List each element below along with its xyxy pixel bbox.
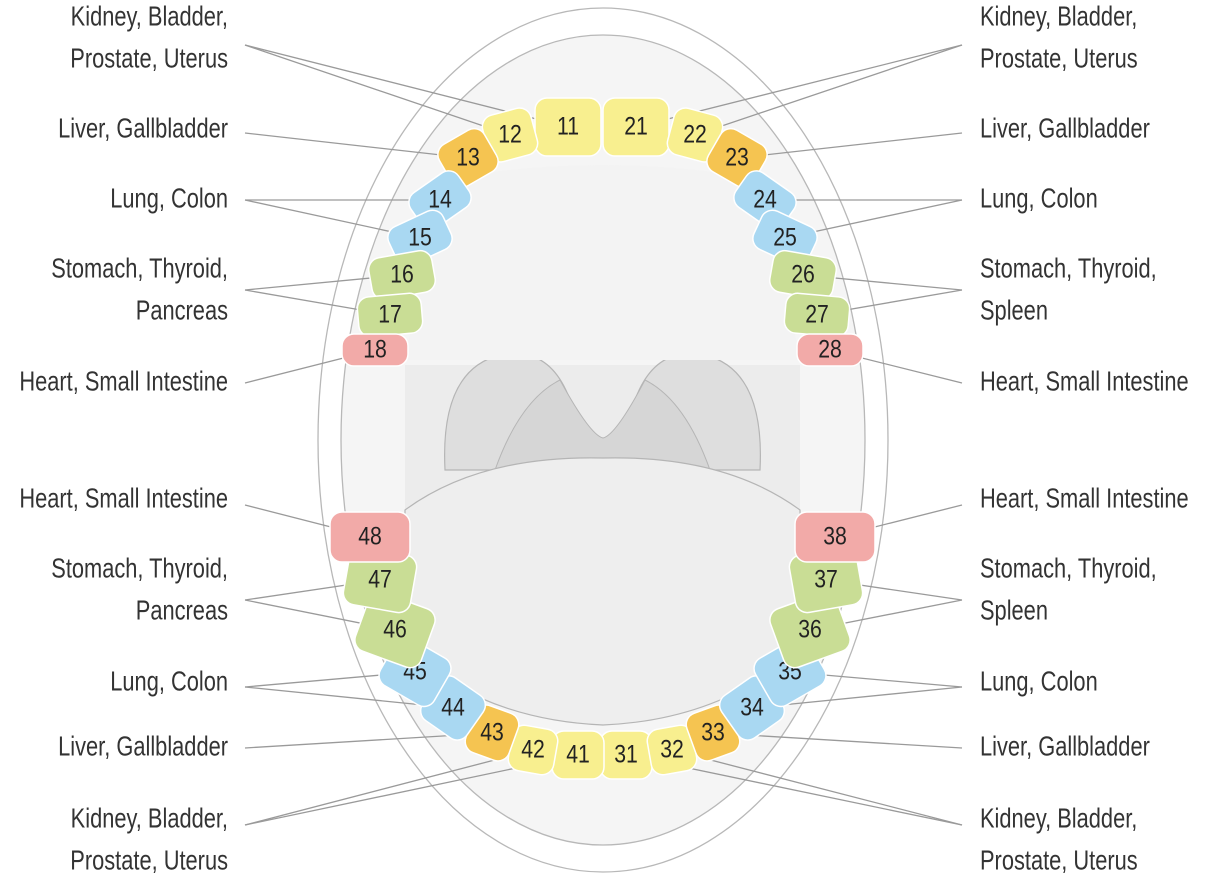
- label-group: Heart, Small Intestine: [19, 483, 228, 514]
- label-line: Stomach, Thyroid,: [980, 553, 1157, 584]
- label-group: Heart, Small Intestine: [980, 483, 1189, 514]
- tooth-number: 44: [441, 693, 465, 721]
- label-line: Prostate, Uterus: [70, 43, 228, 74]
- tooth-number: 22: [683, 120, 707, 148]
- label-line: Stomach, Thyroid,: [51, 253, 228, 284]
- tooth-number: 43: [480, 718, 504, 746]
- tooth-number: 15: [408, 223, 432, 251]
- label-line: Pancreas: [136, 595, 228, 626]
- label-group: Stomach, Thyroid, Pancreas: [51, 253, 228, 326]
- tooth-number: 32: [660, 735, 684, 763]
- label-group: Lung, Colon: [110, 183, 228, 214]
- tooth: 21: [603, 98, 669, 156]
- label-line: Kidney, Bladder,: [980, 1, 1137, 32]
- tooth-number: 12: [498, 120, 522, 148]
- tooth-number: 28: [818, 335, 842, 363]
- label-line: Prostate, Uterus: [70, 845, 228, 876]
- label-group: Kidney, Bladder, Prostate, Uterus: [70, 803, 228, 876]
- label-group: Kidney, Bladder, Prostate, Uterus: [980, 1, 1138, 74]
- tooth: 31: [600, 731, 652, 779]
- tooth-number: 17: [378, 300, 402, 328]
- label-group: Lung, Colon: [980, 183, 1098, 214]
- label-line: Heart, Small Intestine: [980, 483, 1189, 514]
- label-group: Heart, Small Intestine: [19, 366, 228, 397]
- label-line: Kidney, Bladder,: [71, 803, 228, 834]
- label-line: Lung, Colon: [110, 666, 228, 697]
- tooth: 17: [356, 292, 423, 337]
- label-line: Heart, Small Intestine: [19, 483, 228, 514]
- label-line: Liver, Gallbladder: [980, 731, 1150, 762]
- label-group: Heart, Small Intestine: [980, 366, 1189, 397]
- label-line: Liver, Gallbladder: [58, 731, 228, 762]
- label-group: Liver, Gallbladder: [980, 113, 1150, 144]
- tooth-number: 48: [358, 522, 382, 550]
- tooth-number: 25: [773, 223, 797, 251]
- tooth-number: 37: [814, 565, 838, 593]
- label-group: Stomach, Thyroid, Spleen: [980, 253, 1157, 326]
- label-line: Heart, Small Intestine: [19, 366, 228, 397]
- tooth-number: 42: [521, 735, 545, 763]
- tooth-number: 11: [557, 112, 579, 140]
- label-group: Kidney, Bladder, Prostate, Uterus: [980, 803, 1138, 876]
- tooth-number: 14: [428, 185, 452, 213]
- tooth-number: 13: [456, 143, 480, 171]
- label-line: Liver, Gallbladder: [58, 113, 228, 144]
- tooth: 27: [783, 292, 850, 337]
- label-group: Kidney, Bladder, Prostate, Uterus: [70, 1, 228, 74]
- tooth-number: 34: [740, 693, 764, 721]
- label-line: Heart, Small Intestine: [980, 366, 1189, 397]
- tooth: 18: [342, 334, 408, 366]
- tooth-number: 31: [614, 740, 638, 768]
- label-line: Spleen: [980, 595, 1048, 626]
- tooth-number: 47: [368, 565, 392, 593]
- label-group: Liver, Gallbladder: [980, 731, 1150, 762]
- label-line: Liver, Gallbladder: [980, 113, 1150, 144]
- label-group: Liver, Gallbladder: [58, 731, 228, 762]
- tooth-number: 24: [753, 185, 777, 213]
- label-group: Lung, Colon: [980, 666, 1098, 697]
- label-line: Spleen: [980, 295, 1048, 326]
- tooth: 41: [552, 731, 604, 779]
- tooth-number: 26: [791, 260, 815, 288]
- label-line: Kidney, Bladder,: [980, 803, 1137, 834]
- label-line: Lung, Colon: [980, 183, 1098, 214]
- tooth: 38: [795, 512, 875, 562]
- tooth-number: 27: [805, 300, 829, 328]
- label-line: Prostate, Uterus: [980, 845, 1138, 876]
- tooth-number: 23: [725, 143, 749, 171]
- label-line: Lung, Colon: [110, 183, 228, 214]
- label-line: Prostate, Uterus: [980, 43, 1138, 74]
- label-line: Stomach, Thyroid,: [980, 253, 1157, 284]
- tooth-number: 18: [363, 335, 387, 363]
- label-group: Stomach, Thyroid, Pancreas: [51, 553, 228, 626]
- label-line: Lung, Colon: [980, 666, 1098, 697]
- tooth: 11: [535, 98, 601, 156]
- tooth: 28: [797, 334, 863, 366]
- label-group: Lung, Colon: [110, 666, 228, 697]
- label-line: Kidney, Bladder,: [71, 1, 228, 32]
- tooth: 48: [330, 512, 410, 562]
- tooth-number: 33: [701, 718, 725, 746]
- tooth-number: 38: [823, 522, 847, 550]
- tooth-number: 16: [390, 260, 414, 288]
- label-line: Stomach, Thyroid,: [51, 553, 228, 584]
- label-line: Pancreas: [136, 295, 228, 326]
- tooth-number: 36: [798, 615, 822, 643]
- tooth-number: 46: [383, 615, 407, 643]
- tooth-number: 21: [624, 112, 648, 140]
- tooth-number: 41: [566, 740, 590, 768]
- label-group: Stomach, Thyroid, Spleen: [980, 553, 1157, 626]
- label-group: Liver, Gallbladder: [58, 113, 228, 144]
- tooth-organ-chart: 11 12 1314 15 16 17 18 21 22 2324 25 26 27 28 31 32 33 34…: [0, 0, 1205, 880]
